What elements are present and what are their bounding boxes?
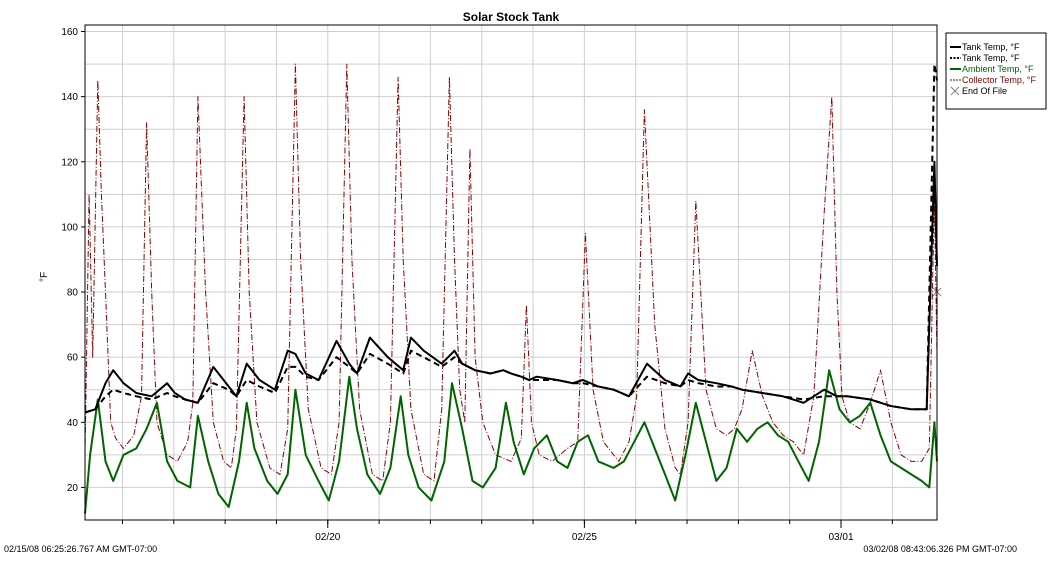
plot-area-frame	[84, 24, 938, 521]
y-tick-label: 20	[67, 483, 79, 494]
y-tick-label: 120	[61, 157, 78, 168]
y-axis-ticks: 20 40 60 80 100 120 140 160	[61, 27, 85, 494]
x-axis-ticks: 02/20 02/25 03/01	[121, 520, 893, 543]
legend-label: Tank Temp, °F	[962, 42, 1020, 52]
x-tick-label: 02/20	[315, 532, 340, 543]
legend-box	[945, 32, 1047, 110]
series-lines	[84, 63, 942, 514]
series-ambient	[84, 369, 938, 514]
legend-label: Ambient Temp, °F	[962, 64, 1034, 74]
series-collector	[84, 63, 938, 482]
y-tick-label: 140	[61, 92, 78, 103]
x-tick-label: 03/01	[829, 532, 854, 543]
y-tick-label: 60	[67, 353, 79, 364]
y-tick-label: 80	[67, 288, 79, 299]
y-tick-label: 100	[61, 222, 78, 233]
y-tick-label: 160	[61, 27, 78, 38]
end-time-label: 03/02/08 08:43:06.326 PM GMT-07:00	[863, 544, 1017, 554]
legend-label: Collector Temp, °F	[962, 75, 1036, 85]
series-tank1	[84, 160, 938, 414]
legend-label: Tank Temp, °F	[962, 53, 1020, 63]
x-tick-label: 02/25	[572, 532, 597, 543]
chart-title: Solar Stock Tank	[463, 10, 560, 24]
legend-label: End Of File	[962, 86, 1007, 96]
start-time-label: 02/15/08 06:25:26.767 AM GMT-07:00	[4, 544, 157, 554]
legend-marker-end	[950, 86, 960, 96]
y-axis-label: °F	[39, 272, 50, 282]
y-tick-label: 40	[67, 418, 79, 429]
